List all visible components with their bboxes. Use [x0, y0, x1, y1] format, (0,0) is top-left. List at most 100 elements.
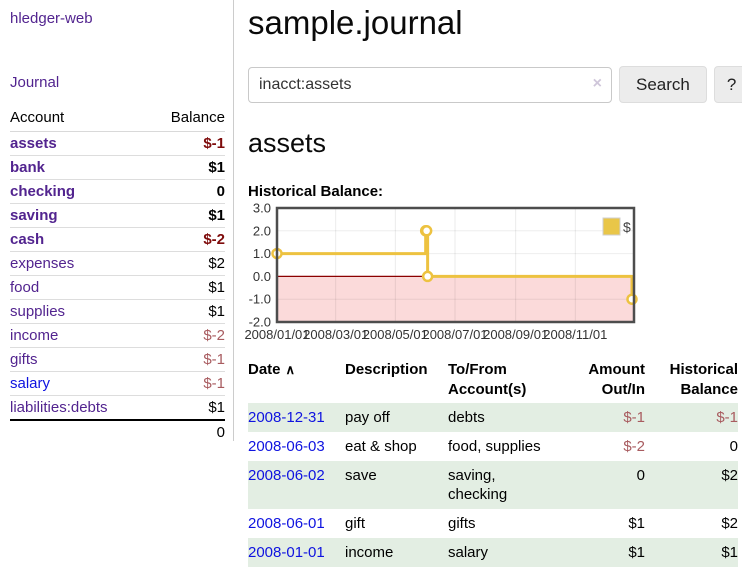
account-balance: 0	[148, 179, 225, 204]
help-button[interactable]: ?	[713, 66, 742, 103]
register-header-date[interactable]: Date ∧	[248, 361, 296, 378]
account-row: checking 0	[10, 179, 225, 204]
register-cell-amount: 0	[636, 467, 645, 484]
register-date-link[interactable]: 2008-12-31	[248, 409, 325, 426]
register-cell-balance: $-1	[716, 409, 738, 426]
register-header-amount: Amount Out/In	[588, 361, 645, 398]
sidebar-account-link[interactable]: liabilities:debts	[10, 399, 108, 416]
sidebar-account-link[interactable]: assets	[10, 135, 57, 152]
register-cell-amount: $1	[628, 515, 645, 532]
register-cell-description: gift	[345, 515, 366, 532]
chart-title: Historical Balance:	[248, 183, 384, 200]
register-row: 2008-01-01 income salary $1 $1	[248, 538, 738, 567]
sidebar-account-link[interactable]: bank	[10, 159, 46, 176]
register-cell-accounts: saving, checking	[448, 467, 508, 503]
svg-text:$: $	[623, 219, 631, 235]
sidebar-account-link[interactable]: cash	[10, 231, 45, 248]
svg-text:3.0: 3.0	[253, 203, 271, 216]
register-date-link[interactable]: 2008-01-01	[248, 544, 325, 561]
svg-text:2008/03/01: 2008/03/01	[303, 327, 368, 342]
register-row: 2008-06-03 eat & shop food, supplies $-2 0	[248, 432, 738, 461]
register-table: Date ∧ Description To/From Account(s) Amo…	[248, 357, 738, 567]
historical-balance-chart: $3.0 2.0 1.0 0.0 -1.0 -2.02008/01/012008/03/0…	[244, 203, 638, 342]
svg-text:-2.0: -2.0	[249, 315, 271, 330]
account-balance: $1	[148, 395, 225, 421]
register-row: 2008-12-31 pay off debts $-1 $-1	[248, 403, 738, 432]
register-cell-accounts: debts	[448, 409, 485, 426]
register-cell-balance: 0	[729, 438, 738, 455]
register-cell-accounts: food, supplies	[448, 438, 541, 455]
register-cell-amount: $1	[628, 544, 645, 561]
main-content: sample.journal × Search ? assets Histori…	[244, 0, 742, 567]
sidebar-account-link[interactable]: income	[10, 327, 59, 344]
register-cell-date: 2008-12-31	[248, 403, 345, 432]
account-row: cash $-2	[10, 227, 225, 252]
sidebar-account-link[interactable]: checking	[10, 183, 76, 200]
register-date-link[interactable]: 2008-06-03	[248, 438, 325, 455]
svg-text:-1.0: -1.0	[249, 292, 271, 307]
svg-text:0.0: 0.0	[253, 269, 271, 284]
accounts-total-value: 0	[148, 419, 225, 444]
register-header-accounts: To/From Account(s)	[448, 361, 527, 398]
register-date-link[interactable]: 2008-06-02	[248, 467, 325, 484]
account-balance: $-1	[148, 371, 225, 396]
account-balance: $-2	[148, 227, 225, 252]
sidebar-divider	[233, 0, 234, 441]
svg-text:2.0: 2.0	[253, 223, 271, 238]
sidebar-item-journal[interactable]: Journal	[10, 74, 60, 91]
register-date-link[interactable]: 2008-06-01	[248, 515, 325, 532]
page-title: sample.journal	[248, 4, 463, 41]
account-heading: assets	[248, 128, 327, 158]
account-balance: $1	[148, 203, 225, 228]
sidebar-account-link[interactable]: salary	[10, 375, 51, 392]
svg-text:2008/05/01: 2008/05/01	[363, 327, 428, 342]
account-row: liabilities:debts $1	[10, 395, 225, 421]
register-cell-amount: $-2	[623, 438, 645, 455]
search-bar: × Search ?	[248, 66, 742, 103]
svg-text:2008/01/01: 2008/01/01	[244, 327, 309, 342]
search-button[interactable]: Search	[619, 66, 707, 103]
sidebar-account-link[interactable]: expenses	[10, 255, 75, 272]
brand-link[interactable]: hledger-web	[10, 10, 93, 27]
account-row: gifts $-1	[10, 347, 225, 372]
account-balance: $1	[148, 275, 225, 300]
register-cell-balance: $1	[721, 544, 738, 561]
sidebar-account-link[interactable]: saving	[10, 207, 58, 224]
register-cell-date: 2008-01-01	[248, 538, 345, 567]
accounts-header-balance: Balance	[148, 107, 225, 132]
account-balance: $-2	[148, 323, 225, 348]
account-row: food $1	[10, 275, 225, 300]
svg-text:2008/07/01: 2008/07/01	[422, 327, 487, 342]
register-cell-date: 2008-06-03	[248, 432, 345, 461]
register-cell-amount: $-1	[623, 409, 645, 426]
account-row: assets $-1	[10, 131, 225, 156]
accounts-total-row: 0	[10, 419, 225, 444]
search-input[interactable]	[248, 66, 612, 103]
clear-search-icon[interactable]: ×	[592, 74, 602, 92]
account-row: bank $1	[10, 155, 225, 180]
register-row: 2008-06-02 save saving, checking 0 $2	[248, 461, 738, 509]
register-header-description: Description	[345, 361, 428, 378]
account-row: expenses $2	[10, 251, 225, 276]
register-cell-description: pay off	[345, 409, 390, 426]
account-balance: $-1	[148, 347, 225, 372]
register-cell-description: save	[345, 467, 377, 484]
register-cell-balance: $2	[721, 467, 738, 484]
register-cell-accounts: gifts	[448, 515, 476, 532]
sidebar-account-link[interactable]: supplies	[10, 303, 66, 320]
register-row: 2008-06-01 gift gifts $1 $2	[248, 509, 738, 538]
register-header-balance: Historical Balance	[669, 361, 738, 398]
account-balance: $1	[148, 299, 225, 324]
svg-text:1.0: 1.0	[253, 246, 271, 261]
register-cell-accounts: salary	[448, 544, 489, 561]
account-row: income $-2	[10, 323, 225, 348]
accounts-header-account: Account	[10, 107, 149, 132]
accounts-table: Account Balance assets $-1 bank $1 checking 0…	[10, 107, 225, 444]
account-balance: $2	[148, 251, 225, 276]
register-cell-description: income	[345, 544, 394, 561]
account-balance: $-1	[148, 131, 225, 156]
sidebar-account-link[interactable]: gifts	[10, 351, 38, 368]
account-row: supplies $1	[10, 299, 225, 324]
sidebar-account-link[interactable]: food	[10, 279, 40, 296]
account-row: saving $1	[10, 203, 225, 228]
